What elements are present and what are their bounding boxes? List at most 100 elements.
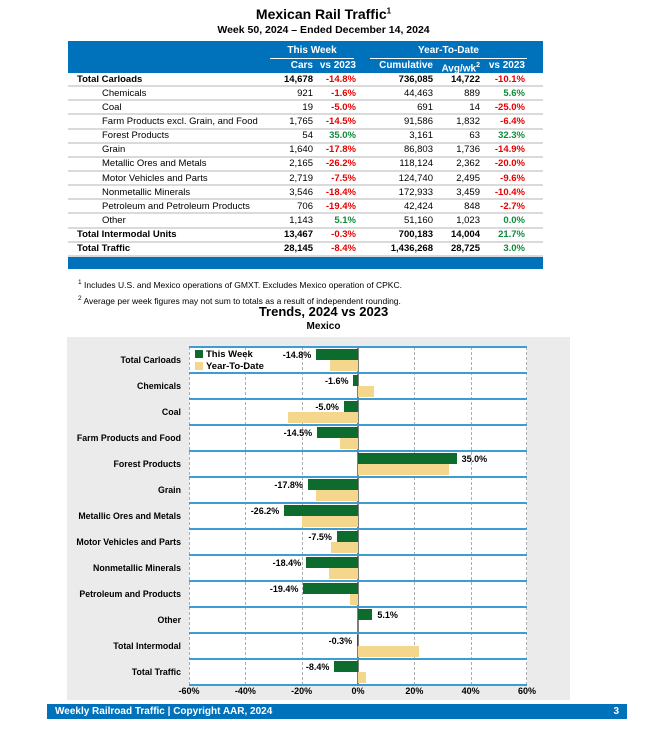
this-week-bar <box>353 375 358 386</box>
column-header-vs2023-ytd: vs 2023 <box>488 60 525 71</box>
avg-per-week-value: 3,459 <box>456 186 480 198</box>
page-title: Mexican Rail Traffic1 <box>255 6 392 22</box>
avg-per-week-value: 848 <box>464 200 480 212</box>
row-label: Total Traffic <box>77 243 131 255</box>
table-row: Farm Products excl. Grain, and Food 1,765… <box>68 115 543 130</box>
row-separator-line <box>189 372 527 374</box>
year-to-date-bar <box>350 594 358 605</box>
table-row: Petroleum and Petroleum Products 706 -19.4… <box>68 200 543 215</box>
table-header: This Week Year-To-Date Cars vs 2023 Cumu… <box>68 41 543 74</box>
row-separator-line <box>189 450 527 452</box>
week-vs2023-value: -14.5% <box>325 115 356 127</box>
chart-category-label: Grain <box>158 485 181 495</box>
bar-value-label: -26.2% <box>250 505 280 516</box>
gridline <box>414 347 416 685</box>
row-label: Petroleum and Petroleum Products <box>102 200 250 212</box>
this-week-bar <box>336 531 358 542</box>
bar-value-label: 5.1% <box>377 609 398 620</box>
avg-per-week-value: 14,004 <box>450 229 480 241</box>
week-vs2023-value: -17.8% <box>325 144 356 156</box>
x-axis-tick-label: -40% <box>234 686 256 696</box>
cars-value: 706 <box>297 200 313 212</box>
week-vs2023-value: -7.5% <box>331 172 356 184</box>
legend-swatch-year-to-date-icon <box>195 362 203 370</box>
footnote-2: 2 Average per week figures may not sum t… <box>78 295 401 307</box>
row-separator-line <box>189 632 527 634</box>
x-axis-tick-label: 60% <box>517 686 537 696</box>
week-vs2023-value: -18.4% <box>325 186 356 198</box>
row-separator-line <box>189 554 527 556</box>
column-group-year-to-date: Year-To-Date <box>370 44 527 59</box>
bar-value-label: 35.0% <box>461 453 488 464</box>
avgwk-footnote-marker: 2 <box>476 62 480 69</box>
column-header-vs2023-week: vs 2023 <box>319 60 356 71</box>
row-separator-line <box>189 476 527 478</box>
table-row: Metallic Ores and Metals 2,165 -26.2% 118,1… <box>68 157 543 172</box>
row-separator-line <box>189 528 527 530</box>
chart-title: Trends, 2024 vs 2023 <box>258 304 389 319</box>
week-vs2023-value: -8.4% <box>331 243 356 255</box>
chart-category-label: Motor Vehicles and Parts <box>76 537 181 547</box>
ytd-vs2023-value: -10.4% <box>494 186 525 198</box>
row-label: Coal <box>102 101 122 113</box>
avg-per-week-value: 28,725 <box>450 243 480 255</box>
footer-bar: Weekly Railroad Traffic | Copyright AAR,… <box>47 704 627 719</box>
gridline <box>245 347 247 685</box>
row-label: Forest Products <box>102 130 170 142</box>
row-separator-line <box>189 606 527 608</box>
year-to-date-bar <box>358 464 449 475</box>
cars-value: 2,165 <box>289 158 313 170</box>
legend-item-year-to-date: Year-To-Date <box>195 361 264 373</box>
this-week-bar <box>303 583 358 594</box>
this-week-bar <box>334 661 358 672</box>
table-body: Total Carloads 14,678 -14.8% 736,085 14,722 -… <box>68 73 543 257</box>
cumulative-value: 51,160 <box>403 214 433 226</box>
bar-value-label: -1.6% <box>324 375 349 386</box>
row-separator-line <box>189 580 527 582</box>
this-week-bar <box>343 401 358 412</box>
row-label: Other <box>102 214 126 226</box>
this-week-bar <box>284 505 358 516</box>
column-header-cumulative: Cumulative <box>379 60 433 71</box>
year-to-date-bar <box>358 672 367 683</box>
row-separator-line <box>189 424 527 426</box>
ytd-vs2023-value: 0.0% <box>503 214 525 226</box>
cumulative-value: 691 <box>417 101 433 113</box>
year-to-date-bar <box>316 490 358 501</box>
table-row: Chemicals 921 -1.6% 44,463 889 5.6% <box>68 87 543 102</box>
week-vs2023-value: -26.2% <box>325 158 356 170</box>
cars-value: 54 <box>302 130 313 142</box>
bar-value-label: -14.8% <box>282 349 312 360</box>
row-separator-line <box>189 346 527 348</box>
cars-value: 13,467 <box>283 229 313 241</box>
gridline <box>189 347 190 685</box>
chart-category-label: Other <box>157 615 181 625</box>
avg-per-week-value: 63 <box>469 130 480 142</box>
avg-per-week-value: 14,722 <box>450 73 480 85</box>
this-week-bar <box>316 349 358 360</box>
avg-per-week-value: 889 <box>464 87 480 99</box>
this-week-bar <box>358 453 457 464</box>
column-group-this-week: This Week <box>270 44 354 59</box>
bar-value-label: -19.4% <box>269 583 299 594</box>
row-label: Nonmetallic Minerals <box>102 186 191 198</box>
ytd-vs2023-value: 21.7% <box>498 229 525 241</box>
row-label: Farm Products excl. Grain, and Food <box>102 115 258 127</box>
legend-swatch-this-week-icon <box>195 350 203 358</box>
title-footnote-marker: 1 <box>386 6 392 16</box>
row-label: Metallic Ores and Metals <box>102 158 207 170</box>
chart-plot-area: This Week Year-To-Date -14.8% -1.6% -5.0% -… <box>189 346 527 686</box>
this-week-bar <box>306 557 358 568</box>
traffic-table: This Week Year-To-Date Cars vs 2023 Cumu… <box>68 41 543 269</box>
row-separator-line <box>189 398 527 400</box>
page-subtitle: Week 50, 2024 – Ended December 14, 2024 <box>217 24 430 36</box>
bar-value-label: -0.3% <box>328 635 353 646</box>
x-axis-tick-label: -20% <box>291 686 313 696</box>
this-week-bar <box>317 427 358 438</box>
ytd-vs2023-value: -2.7% <box>500 200 525 212</box>
chart-category-label: Chemicals <box>136 381 181 391</box>
avg-per-week-value: 1,023 <box>456 214 480 226</box>
avg-per-week-value: 2,495 <box>456 172 480 184</box>
cumulative-value: 736,085 <box>398 73 433 85</box>
footer-page-number: 3 <box>613 706 619 717</box>
